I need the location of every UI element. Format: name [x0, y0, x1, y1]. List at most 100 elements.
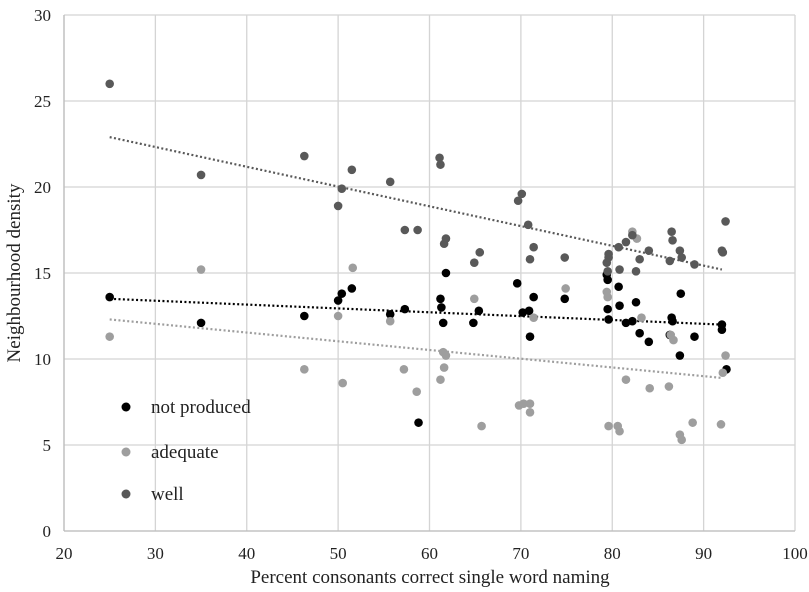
point-not-produced — [717, 325, 727, 335]
point-well — [529, 242, 538, 252]
point-adequate — [385, 316, 395, 326]
trendline-well — [109, 136, 723, 271]
point-not-produced — [512, 279, 522, 288]
point-not-produced — [414, 418, 423, 427]
point-adequate — [615, 426, 624, 436]
y-tick-label: 15 — [34, 264, 51, 283]
point-adequate — [645, 383, 655, 393]
axes — [63, 15, 795, 532]
point-adequate — [300, 365, 309, 374]
point-not-produced — [400, 304, 410, 314]
point-well — [665, 256, 675, 266]
point-not-produced — [438, 318, 448, 328]
point-well — [196, 170, 206, 180]
point-not-produced — [615, 301, 624, 310]
point-well — [621, 237, 631, 247]
point-adequate — [333, 311, 343, 321]
y-tick-label: 25 — [34, 92, 51, 111]
x-tick-label: 100 — [782, 544, 808, 563]
point-adequate — [677, 435, 686, 445]
point-well — [675, 246, 685, 255]
point-adequate — [716, 420, 726, 429]
point-well — [631, 266, 641, 276]
point-not-produced — [560, 294, 570, 304]
x-tick-label: 20 — [56, 544, 73, 563]
legend-label: well — [151, 484, 184, 505]
point-adequate — [439, 363, 449, 372]
point-adequate — [721, 351, 730, 360]
point-adequate — [603, 292, 612, 302]
point-not-produced — [690, 332, 699, 341]
point-well — [614, 242, 623, 252]
point-not-produced — [631, 297, 641, 307]
point-not-produced — [524, 306, 534, 316]
point-not-produced — [525, 332, 535, 341]
point-well — [525, 254, 535, 264]
point-well — [604, 249, 613, 259]
point-well — [667, 227, 676, 237]
point-adequate — [664, 382, 674, 391]
point-well — [337, 184, 347, 194]
point-well — [436, 160, 445, 169]
point-adequate — [561, 284, 570, 293]
point-well — [615, 265, 624, 274]
x-axis-title: Percent consonants correct single word n… — [250, 567, 610, 588]
point-adequate — [604, 421, 613, 431]
point-adequate — [529, 313, 538, 323]
point-well — [441, 234, 451, 243]
point-not-produced — [603, 304, 612, 314]
point-not-produced — [436, 294, 445, 304]
trendline-adequate — [109, 318, 723, 380]
point-well — [513, 196, 523, 206]
point-adequate — [688, 418, 697, 427]
trendline-not-produced — [109, 297, 722, 326]
point-well — [385, 177, 395, 187]
legend-item-not-produced: not produced — [121, 397, 251, 418]
data-points — [105, 79, 731, 445]
trendlines — [109, 136, 723, 380]
point-adequate — [519, 399, 528, 409]
legend-marker — [121, 489, 131, 499]
legend-item-well: well — [121, 484, 184, 505]
point-adequate — [196, 265, 206, 274]
x-tick-label: 80 — [604, 544, 621, 563]
point-not-produced — [105, 292, 114, 302]
point-adequate — [348, 263, 358, 273]
point-adequate — [477, 421, 486, 431]
x-tick-label: 40 — [238, 544, 255, 563]
point-not-produced — [196, 318, 206, 328]
x-tick-label: 90 — [695, 544, 712, 563]
point-adequate — [718, 368, 728, 378]
point-well — [300, 151, 309, 161]
point-well — [105, 79, 114, 89]
point-well — [635, 254, 644, 264]
point-well — [475, 248, 485, 257]
point-adequate — [621, 375, 631, 384]
point-well — [523, 220, 533, 230]
point-well — [721, 217, 730, 226]
y-tick-label: 0 — [43, 522, 52, 541]
point-not-produced — [337, 289, 347, 298]
point-not-produced — [385, 309, 395, 319]
point-well — [690, 260, 699, 269]
point-adequate — [338, 378, 347, 388]
point-not-produced — [676, 289, 686, 298]
point-well — [400, 225, 410, 235]
legend-marker — [121, 402, 131, 412]
point-well — [560, 253, 570, 262]
legend-marker — [121, 447, 131, 457]
legend: not produced adequate well — [121, 397, 251, 505]
point-well — [413, 225, 422, 235]
grid-lines — [63, 14, 796, 532]
point-adequate — [412, 387, 422, 396]
point-not-produced — [529, 292, 538, 302]
legend-label: not produced — [151, 397, 251, 418]
point-not-produced — [333, 296, 343, 305]
y-tick-label: 5 — [43, 436, 52, 455]
y-tick-label: 30 — [34, 6, 51, 25]
point-adequate — [436, 375, 445, 384]
point-not-produced — [628, 316, 637, 326]
point-adequate — [399, 365, 409, 374]
point-not-produced — [441, 268, 451, 278]
